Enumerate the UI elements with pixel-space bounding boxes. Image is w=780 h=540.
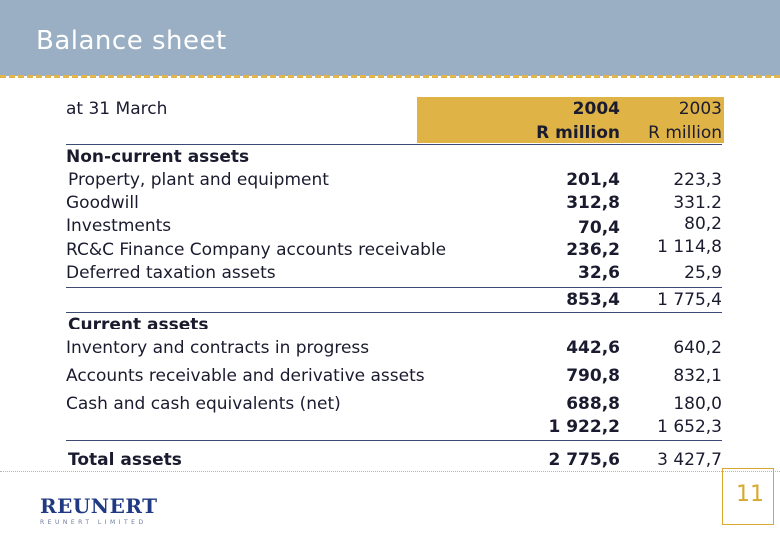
table-row-value-2003: 331.2 [673, 193, 722, 213]
company-logo-subtitle: REUNERT LIMITED [40, 519, 147, 526]
section-heading: Current assets [68, 315, 209, 329]
page-title: Balance sheet [36, 26, 227, 56]
table-row-label: Property, plant and equipment [68, 170, 329, 190]
page-number-box [722, 468, 774, 525]
subtotal-rule [66, 287, 722, 288]
table-row-label: Investments [66, 216, 172, 236]
subtotal-2003: 1 652,3 [657, 417, 722, 437]
table-row-value-2004: 442,6 [566, 338, 620, 358]
table-row-value-2004: 790,8 [566, 366, 620, 386]
date-label: at 31 March [66, 99, 168, 119]
col-b-unit: R million [648, 123, 722, 143]
col-a-unit: R million [536, 123, 620, 143]
table-row-label: Inventory and contracts in progress [66, 338, 370, 358]
total-assets-2003: 3 427,7 [657, 450, 722, 470]
header-rule [66, 144, 722, 145]
col-b-year: 2003 [678, 99, 722, 119]
table-row-value-2004: 32,6 [578, 263, 620, 283]
col-a-year: 2004 [572, 99, 620, 119]
table-row-value-2003: 1 114,8 [657, 237, 722, 257]
table-row-value-2004: 236,2 [566, 240, 620, 260]
table-row-value-2003: 80,2 [684, 214, 722, 234]
table-row-value-2003: 180,0 [673, 394, 722, 414]
table-row-value-2004: 688,8 [566, 394, 620, 414]
table-row-label: Deferred taxation assets [66, 263, 276, 283]
subtotal-2004: 1 922,2 [548, 417, 620, 437]
total-rule [66, 440, 722, 441]
table-row-value-2003: 832,1 [673, 366, 722, 386]
page-number: 11 [736, 482, 764, 507]
table-row-value-2003: 25,9 [684, 263, 722, 283]
table-row-value-2004: 312,8 [566, 193, 620, 213]
table-row-value-2004: 70,4 [578, 218, 620, 238]
company-logo: REUNERT [40, 494, 158, 518]
year-header-band [417, 97, 724, 143]
header-divider [0, 75, 780, 78]
table-row-label: RC&C Finance Company accounts receivable [66, 240, 447, 260]
subtotal-2003: 1 775,4 [657, 290, 722, 310]
section-rule [66, 312, 722, 313]
section-heading: Non-current assets [66, 147, 250, 167]
table-row-label: Goodwill [66, 193, 139, 213]
total-assets-label: Total assets [68, 450, 182, 470]
footer-divider [0, 471, 780, 472]
table-row-value-2003: 640,2 [673, 338, 722, 358]
total-assets-2004: 2 775,6 [548, 450, 620, 470]
table-row-label: Cash and cash equivalents (net) [66, 394, 341, 414]
subtotal-2004: 853,4 [566, 290, 620, 310]
table-row-label: Accounts receivable and derivative asset… [66, 366, 425, 386]
table-row-value-2004: 201,4 [566, 170, 620, 190]
header-bar: Balance sheet [0, 0, 780, 76]
table-row-value-2003: 223,3 [673, 170, 722, 190]
